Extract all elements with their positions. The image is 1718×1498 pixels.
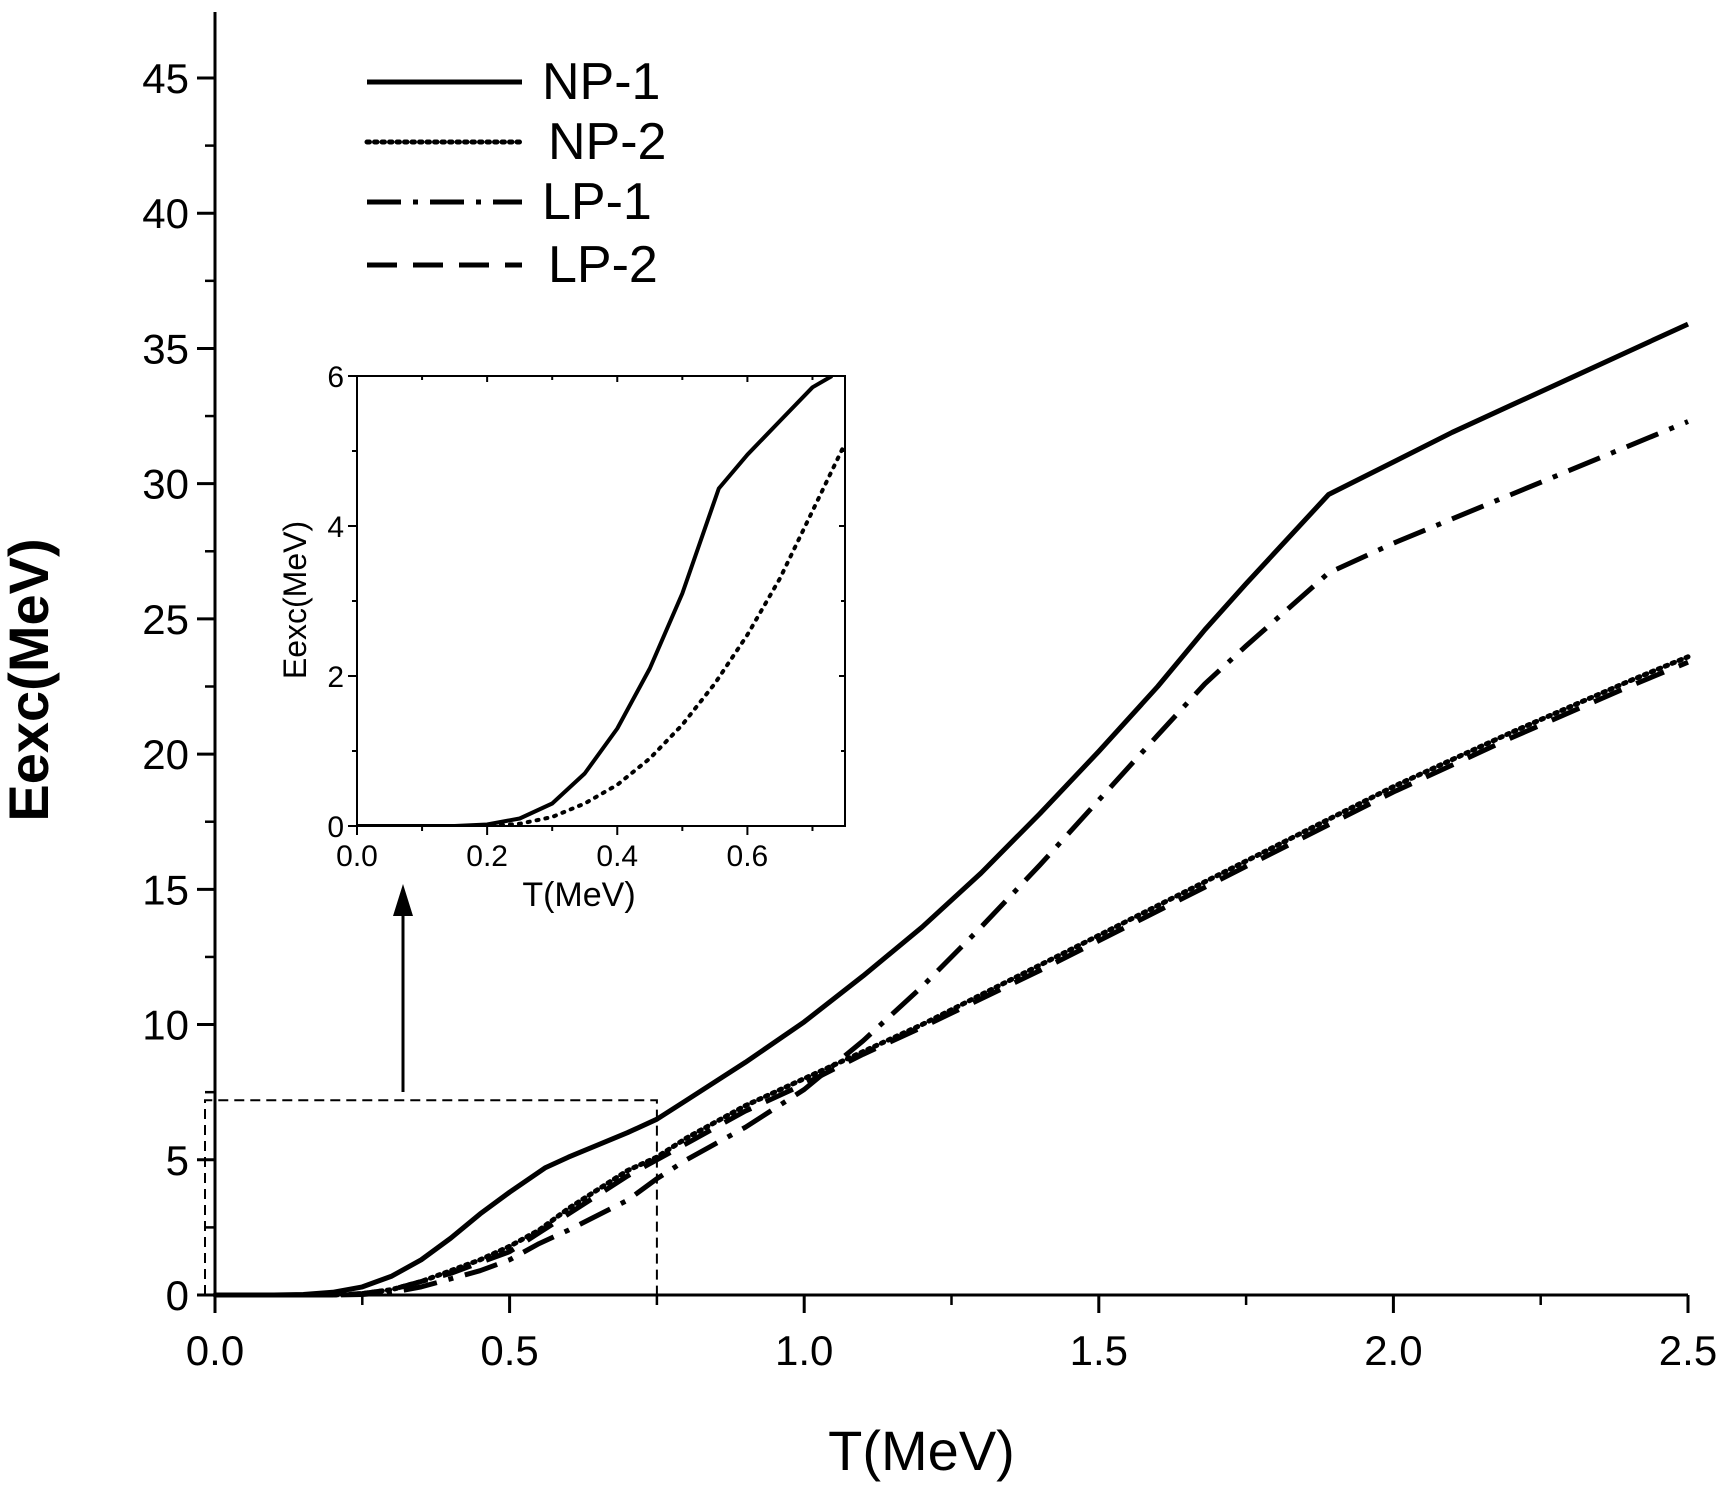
legend-label-lp-1: LP-1 xyxy=(542,173,652,231)
y-tick-label: 15 xyxy=(142,866,189,913)
y-tick-label: 0 xyxy=(166,1272,189,1319)
inset-frame xyxy=(356,375,846,827)
y-tick-label: 5 xyxy=(166,1137,189,1184)
legend-label-lp-2: LP-2 xyxy=(548,236,658,294)
y-axis-title: Eexc(MeV) xyxy=(0,538,60,821)
inset-y-tick-label: 0 xyxy=(327,811,344,844)
legend: NP-1NP-2LP-1LP-2 xyxy=(364,53,666,294)
y-tick-label: 30 xyxy=(142,461,189,508)
x-tick-label: 2.5 xyxy=(1659,1327,1717,1374)
series-line-np-1 xyxy=(215,321,1690,1298)
series-line-lp-2 xyxy=(215,659,1689,1298)
inset-x-tick-label: 0.6 xyxy=(727,840,769,873)
x-tick-label: 0.5 xyxy=(480,1327,538,1374)
y-tick-label: 40 xyxy=(142,190,189,237)
x-axis-title: T(MeV) xyxy=(828,1419,1015,1482)
inset-y-axis-title: Eexc(MeV) xyxy=(277,521,313,679)
y-tick-label: 35 xyxy=(142,325,189,372)
inset-y-tick-label: 6 xyxy=(327,361,344,394)
inset-x-axis-title: T(MeV) xyxy=(522,876,635,914)
zoom-arrow-head xyxy=(393,884,413,916)
series-line-lp-1 xyxy=(215,419,1689,1298)
x-tick-label: 1.5 xyxy=(1070,1327,1128,1374)
inset-y-tick-label: 4 xyxy=(327,511,344,544)
inset-series-line-np-2 xyxy=(357,441,845,826)
x-tick-label: 0.0 xyxy=(186,1327,244,1374)
inset-x-tick-label: 0.0 xyxy=(336,840,378,873)
x-tick-label: 2.0 xyxy=(1364,1327,1422,1374)
legend-label-np-1: NP-1 xyxy=(542,53,660,111)
y-tick-label: 45 xyxy=(142,55,189,102)
legend-label-np-2: NP-2 xyxy=(548,113,666,171)
y-tick-label: 25 xyxy=(142,596,189,643)
inset-y-tick-label: 2 xyxy=(327,661,344,694)
y-tick-label: 20 xyxy=(142,731,189,778)
inset-x-tick-label: 0.4 xyxy=(596,840,638,873)
inset-x-tick-label: 0.2 xyxy=(466,840,508,873)
inset-plot: 0 2 4 6 0.0 0.2 0.4 0.6 T(MeV) Eexc(MeV) xyxy=(277,361,846,914)
x-tick-label: 1.0 xyxy=(775,1327,833,1374)
y-tick-label: 10 xyxy=(142,1002,189,1049)
zoom-region-box xyxy=(204,1099,658,1296)
